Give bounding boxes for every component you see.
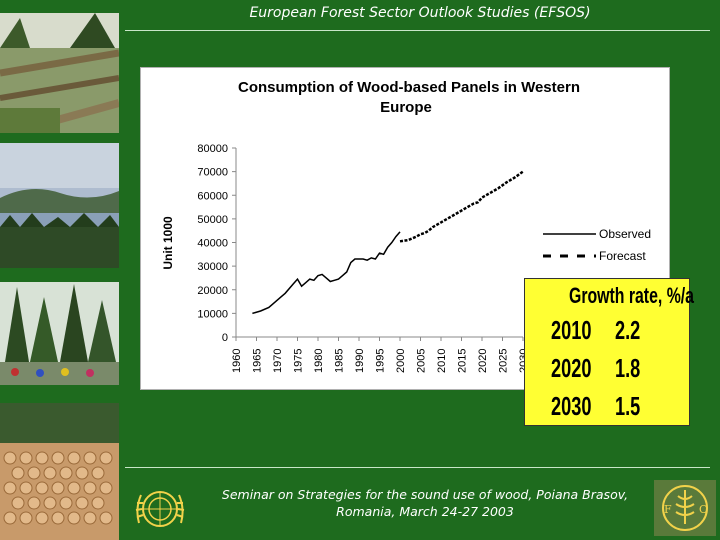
forest-felling-photo [0, 13, 119, 133]
legend-label: Observed [599, 227, 651, 241]
lake-forest-photo [0, 143, 119, 268]
y-tick-label: 0 [222, 332, 228, 344]
slide-title: European Forest Sector Outlook Studies (… [249, 5, 591, 21]
y-tick-label: 50000 [197, 214, 228, 226]
series-line-forecast [399, 170, 524, 243]
x-tick-label: 1960 [231, 349, 243, 373]
footer-line-1: Seminar on Strategies for the sound use … [221, 487, 629, 502]
svg-text:O: O [699, 503, 708, 516]
svg-text:F: F [664, 503, 672, 516]
growth-rate-value: 2.2 [615, 315, 641, 345]
chart-title-line2: Europe [380, 99, 432, 116]
x-tick-label: 1995 [375, 349, 387, 373]
x-tick-label: 1970 [272, 349, 284, 373]
y-tick-label: 20000 [197, 285, 228, 297]
growth-rate-box: Growth rate, %/a 2010 2.2 2020 1.8 2030 … [524, 278, 694, 426]
x-tick-label: 2010 [436, 349, 448, 373]
x-tick-label: 1965 [252, 349, 264, 373]
footer-divider [125, 467, 710, 468]
header-divider [125, 30, 710, 31]
x-tick-label: 1980 [313, 349, 325, 373]
y-axis-label: Unit 1000 [161, 216, 175, 270]
x-tick-label: 2020 [477, 349, 489, 373]
growth-rate-title: Growth rate, %/a [569, 283, 694, 308]
log-pile-photo [0, 403, 119, 540]
footer-line-2: Romania, March 24-27 2003 [336, 504, 514, 519]
growth-year: 2010 [551, 315, 592, 345]
series-line-observed [252, 231, 401, 315]
growth-year: 2030 [551, 391, 592, 421]
x-tick-label: 2000 [395, 349, 407, 373]
y-tick-label: 70000 [197, 167, 228, 179]
seminar-footer: Seminar on Strategies for the sound use … [210, 486, 640, 520]
x-tick-label: 1975 [293, 349, 305, 373]
growth-rate-value: 1.8 [615, 353, 641, 383]
growth-rate-value: 1.5 [615, 391, 641, 421]
y-tick-label: 30000 [197, 261, 228, 273]
x-tick-label: 2025 [498, 349, 510, 373]
y-tick-label: 80000 [197, 143, 228, 155]
un-emblem-logo [131, 483, 189, 539]
chart-title: Consumption of Wood-based Panels in West… [238, 79, 580, 96]
x-tick-label: 1985 [334, 349, 346, 373]
legend-label: Forecast [599, 249, 646, 263]
x-tick-label: 2015 [457, 349, 469, 373]
x-tick-label: 2005 [416, 349, 428, 373]
y-tick-label: 60000 [197, 190, 228, 202]
x-tick-label: 1990 [354, 349, 366, 373]
fao-logo: F O [654, 480, 716, 540]
y-tick-label: 40000 [197, 238, 228, 250]
growth-year: 2020 [551, 353, 592, 383]
cyclists-forest-photo [0, 282, 119, 385]
y-tick-label: 10000 [197, 308, 228, 320]
